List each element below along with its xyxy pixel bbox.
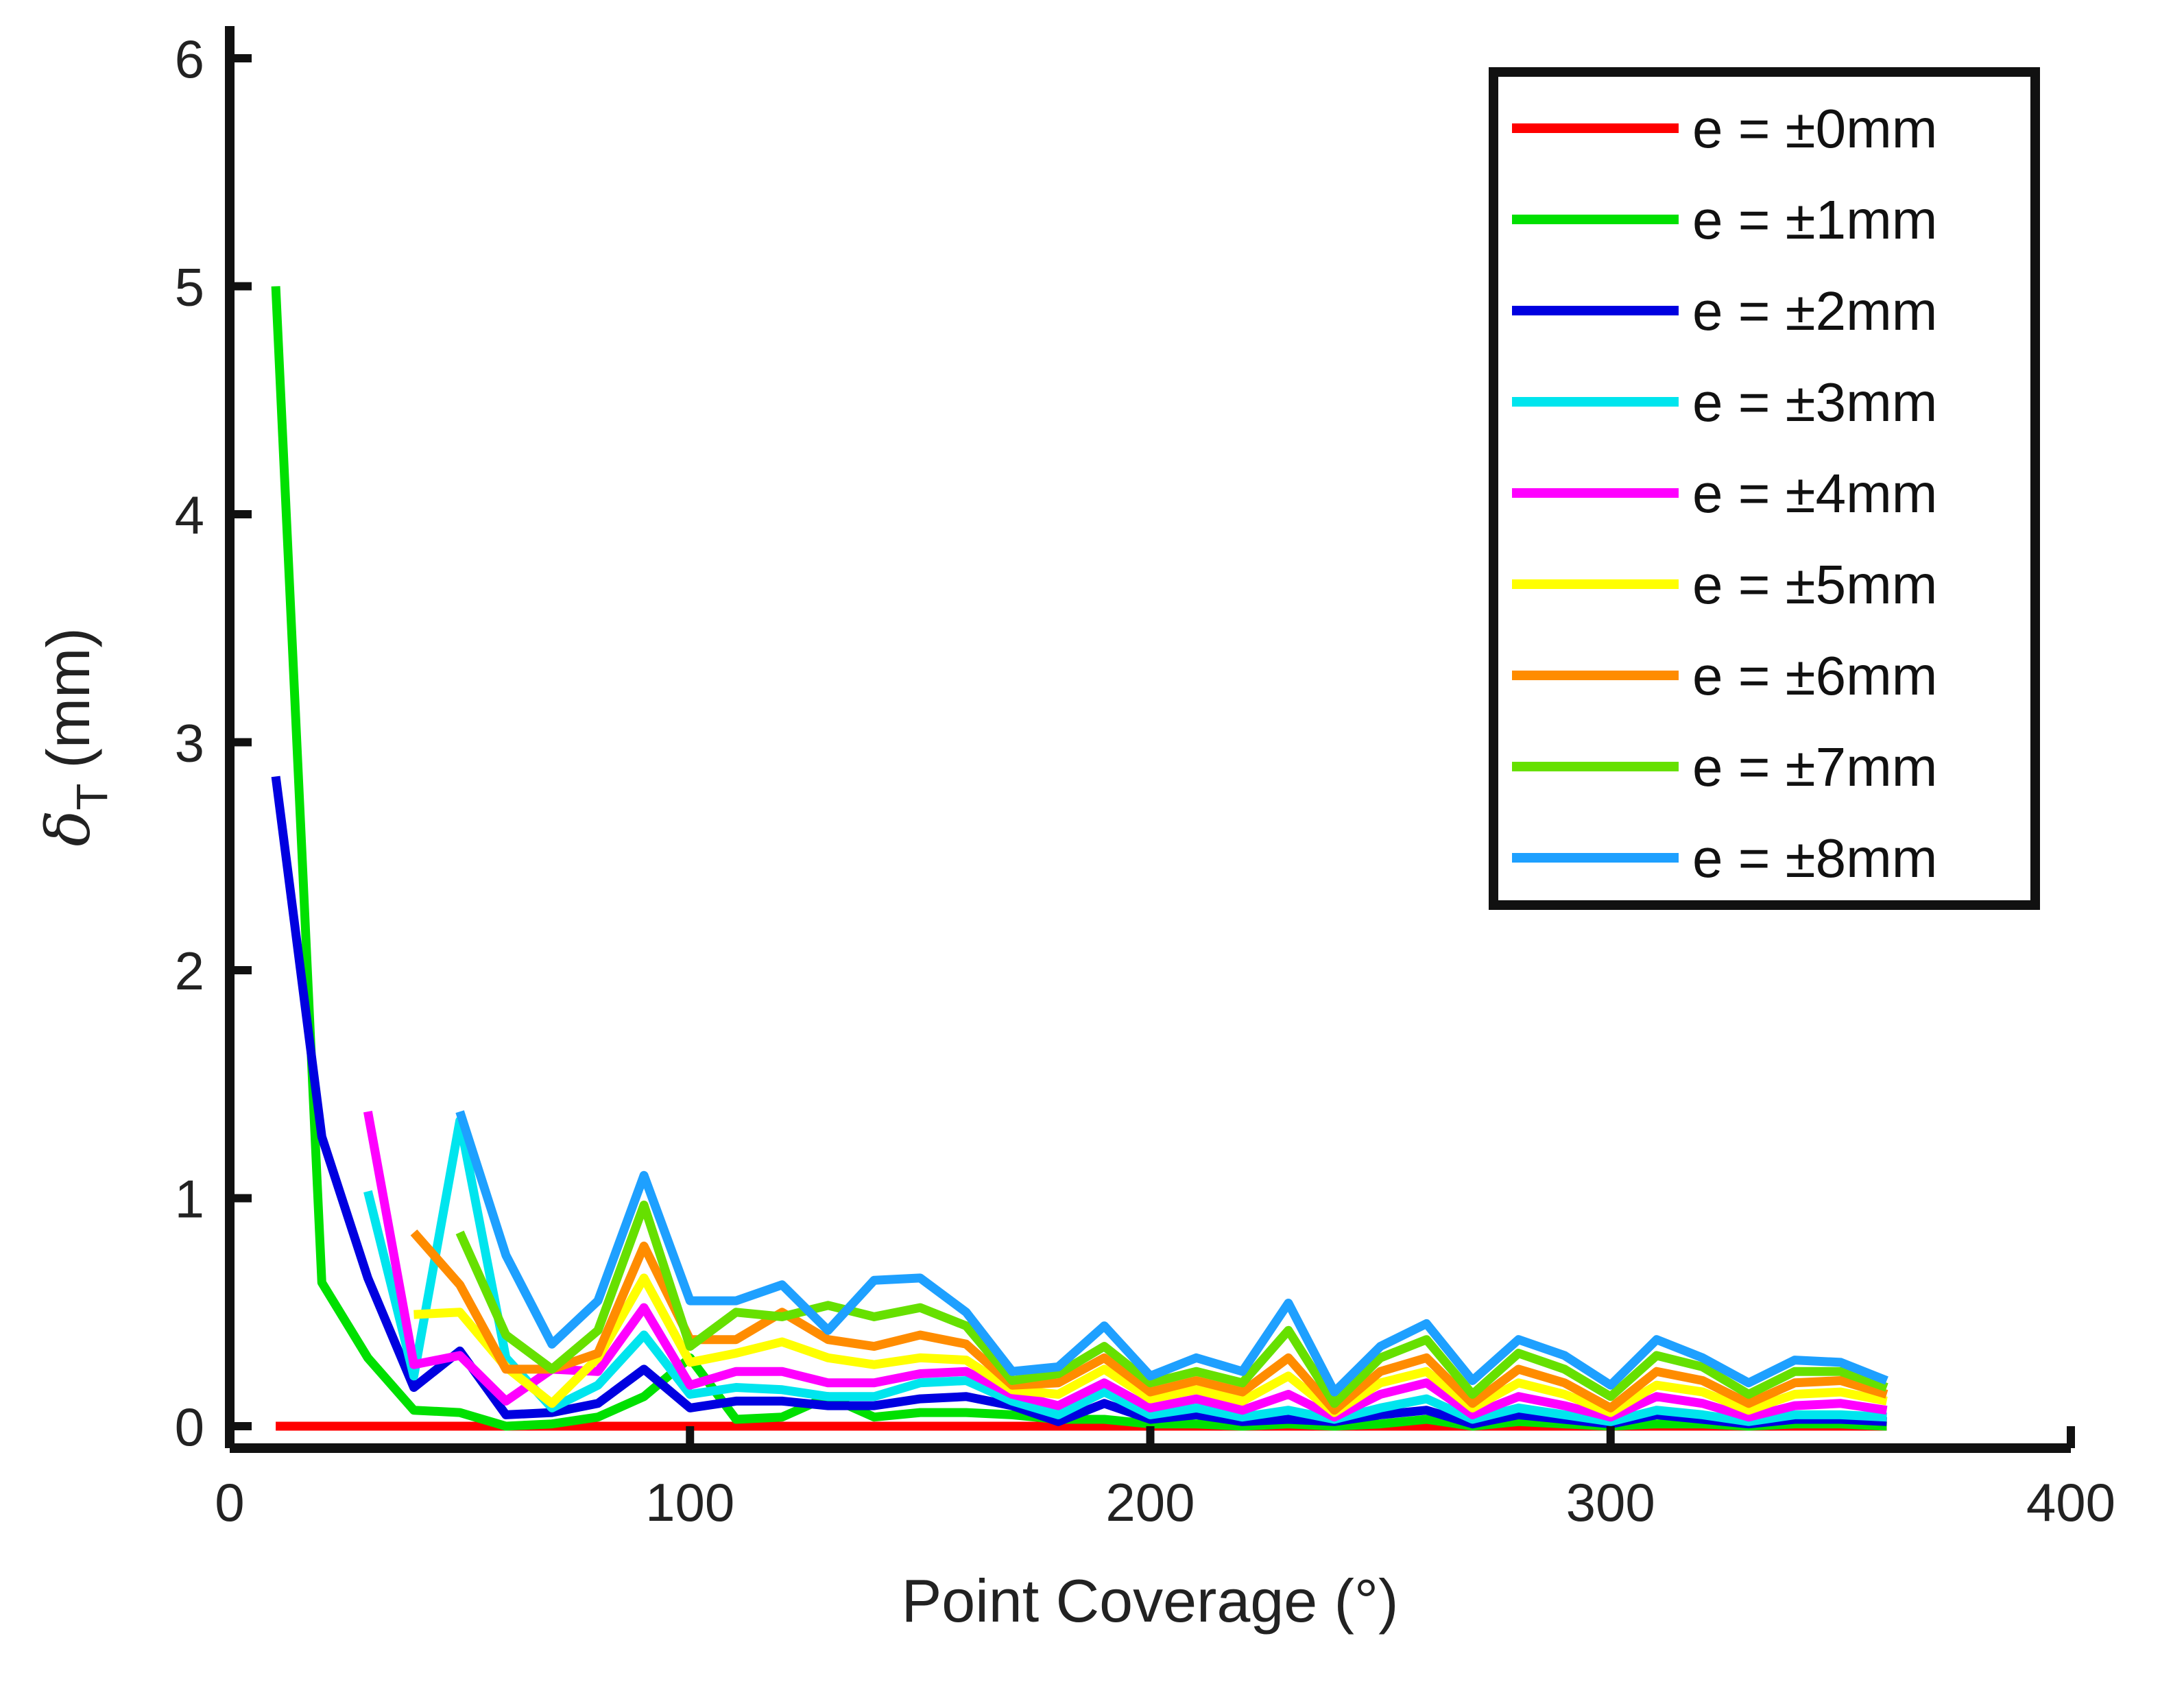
legend-label-6: e = ±6mm: [1692, 645, 1937, 706]
plot-lines: [271, 286, 1888, 1431]
legend: e = ±0mm e = ±1mm e = ±2mm e = ±3mm e = ±4mm…: [1489, 67, 2040, 910]
y-axis-title: δT (mm): [33, 627, 117, 846]
y-tick-label-3: 3: [175, 713, 204, 773]
x-tick-label-0: 0: [215, 1472, 244, 1532]
series-line-7: [455, 1201, 1888, 1408]
legend-label-7: e = ±7mm: [1692, 736, 1937, 797]
legend-label-5: e = ±5mm: [1692, 554, 1937, 615]
legend-label-3: e = ±3mm: [1692, 372, 1937, 433]
legend-label-0: e = ±0mm: [1692, 98, 1937, 159]
x-tick-label-4: 400: [2026, 1472, 2115, 1532]
legend-label-1: e = ±1mm: [1692, 189, 1937, 250]
y-axis-symbol: δ: [33, 810, 104, 847]
x-axis-title: Point Coverage (°): [902, 1567, 1399, 1635]
y-tick-label-0: 0: [175, 1397, 204, 1457]
y-axis-subscript: T: [67, 784, 117, 810]
y-tick-label-5: 5: [175, 257, 204, 317]
svg-text:δT(mm): δT (mm): [33, 627, 117, 846]
series-line-8: [455, 1110, 1888, 1397]
series-line-4: [363, 1111, 1888, 1422]
y-tick-label-4: 4: [175, 485, 204, 545]
x-tick-label-3: 300: [1566, 1472, 1655, 1532]
y-tick-label-6: 6: [175, 29, 204, 89]
x-tick-label-1: 100: [645, 1472, 734, 1532]
legend-label-4: e = ±4mm: [1692, 463, 1937, 524]
series-line-5: [413, 1273, 1888, 1417]
ticks: 0 100 200 300 400 0 1 2 3 4 5 6: [175, 29, 2115, 1532]
legend-label-8: e = ±8mm: [1692, 828, 1937, 889]
series-line-6: [410, 1229, 1888, 1415]
legend-label-2: e = ±2mm: [1692, 280, 1937, 341]
y-tick-label-1: 1: [175, 1169, 204, 1229]
y-axis-unit: (mm): [34, 627, 102, 768]
series-line-3: [363, 1116, 1887, 1426]
x-tick-label-2: 200: [1105, 1472, 1195, 1532]
y-tick-label-2: 2: [175, 941, 204, 1001]
